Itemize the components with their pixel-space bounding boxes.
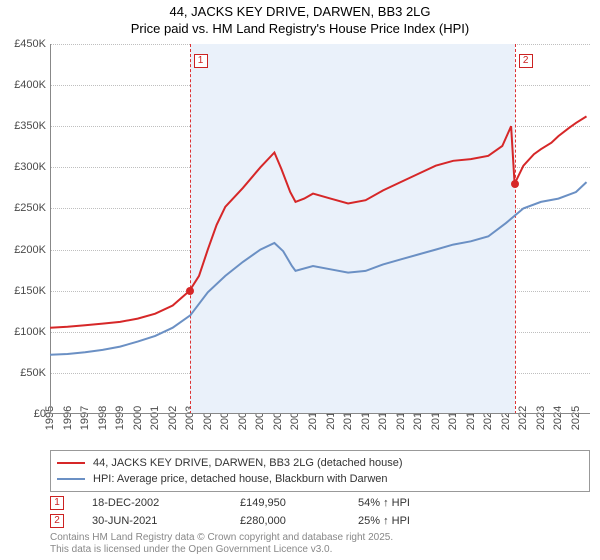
y-tick-label: £400K bbox=[14, 79, 46, 91]
event-num-marker: 1 bbox=[194, 54, 208, 68]
chart-lines bbox=[50, 44, 590, 414]
event-num-box: 2 bbox=[50, 514, 64, 528]
footer-line: Contains HM Land Registry data © Crown c… bbox=[50, 532, 590, 544]
sale-dot bbox=[511, 180, 519, 188]
chart-subtitle: Price paid vs. HM Land Registry's House … bbox=[0, 21, 600, 36]
chart-title-block: 44, JACKS KEY DRIVE, DARWEN, BB3 2LG Pri… bbox=[0, 0, 600, 36]
legend-row: 44, JACKS KEY DRIVE, DARWEN, BB3 2LG (de… bbox=[57, 455, 583, 471]
events-table: 1 18-DEC-2002 £149,950 54% ↑ HPI 2 30-JU… bbox=[50, 494, 590, 530]
legend-label: 44, JACKS KEY DRIVE, DARWEN, BB3 2LG (de… bbox=[93, 455, 403, 471]
event-num-box: 1 bbox=[50, 496, 64, 510]
y-tick-label: £300K bbox=[14, 161, 46, 173]
y-tick-label: £100K bbox=[14, 326, 46, 338]
y-tick-label: £150K bbox=[14, 285, 46, 297]
y-tick-label: £250K bbox=[14, 202, 46, 214]
footer-line: This data is licensed under the Open Gov… bbox=[50, 544, 590, 556]
legend-swatch-property bbox=[57, 462, 85, 464]
y-tick-label: £350K bbox=[14, 120, 46, 132]
legend-label: HPI: Average price, detached house, Blac… bbox=[93, 471, 388, 487]
event-num-marker: 2 bbox=[519, 54, 533, 68]
legend: 44, JACKS KEY DRIVE, DARWEN, BB3 2LG (de… bbox=[50, 450, 590, 492]
event-date: 18-DEC-2002 bbox=[92, 494, 212, 512]
sale-dot bbox=[186, 287, 194, 295]
event-date: 30-JUN-2021 bbox=[92, 512, 212, 530]
legend-swatch-hpi bbox=[57, 478, 85, 480]
event-price: £149,950 bbox=[240, 494, 330, 512]
series-hpi bbox=[50, 182, 587, 355]
attribution-footer: Contains HM Land Registry data © Crown c… bbox=[50, 532, 590, 556]
event-pct: 25% ↑ HPI bbox=[358, 512, 448, 530]
y-tick-label: £200K bbox=[14, 244, 46, 256]
y-tick-label: £50K bbox=[20, 367, 46, 379]
event-row: 2 30-JUN-2021 £280,000 25% ↑ HPI bbox=[50, 512, 590, 530]
legend-row: HPI: Average price, detached house, Blac… bbox=[57, 471, 583, 487]
chart-title: 44, JACKS KEY DRIVE, DARWEN, BB3 2LG bbox=[0, 4, 600, 19]
event-pct: 54% ↑ HPI bbox=[358, 494, 448, 512]
event-price: £280,000 bbox=[240, 512, 330, 530]
event-row: 1 18-DEC-2002 £149,950 54% ↑ HPI bbox=[50, 494, 590, 512]
y-tick-label: £450K bbox=[14, 38, 46, 50]
